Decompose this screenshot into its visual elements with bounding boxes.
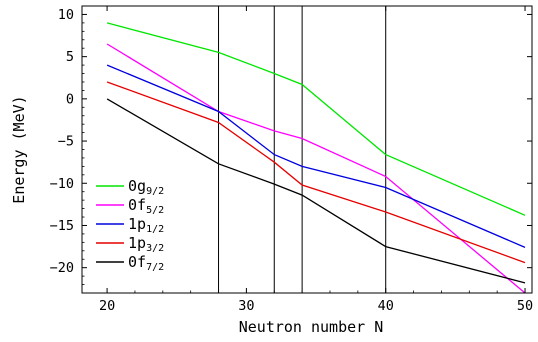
- legend-label: 0g9/2: [128, 177, 164, 197]
- x-axis-title: Neutron number N: [239, 318, 384, 336]
- x-tick-label: 50: [517, 298, 533, 314]
- series-line-0f-7-2: [107, 99, 525, 283]
- legend-label: 0f5/2: [128, 196, 164, 216]
- y-tick-label: 10: [58, 7, 74, 23]
- y-tick-label: −15: [50, 218, 74, 234]
- y-tick-label: −20: [50, 260, 74, 276]
- series-line-0g-9-2: [107, 23, 525, 215]
- legend-label: 0f7/2: [128, 253, 164, 273]
- series-lines: [107, 23, 525, 293]
- x-tick-label: 30: [238, 298, 254, 314]
- y-axis-title: Energy (MeV): [10, 95, 28, 203]
- legend-label: 1p3/2: [128, 234, 164, 254]
- series-line-0f-5-2: [107, 44, 525, 293]
- y-tick-label: −5: [58, 134, 74, 150]
- y-tick-label: 5: [66, 49, 74, 65]
- y-tick-label: 0: [66, 91, 74, 107]
- vertical-markers: [219, 6, 386, 293]
- y-tick-label: −10: [50, 176, 74, 192]
- x-tick-label: 40: [378, 298, 394, 314]
- x-tick-label: 20: [99, 298, 115, 314]
- series-line-1p-3-2: [107, 82, 525, 263]
- series-line-1p-1-2: [107, 65, 525, 247]
- legend-label: 1p1/2: [128, 215, 164, 235]
